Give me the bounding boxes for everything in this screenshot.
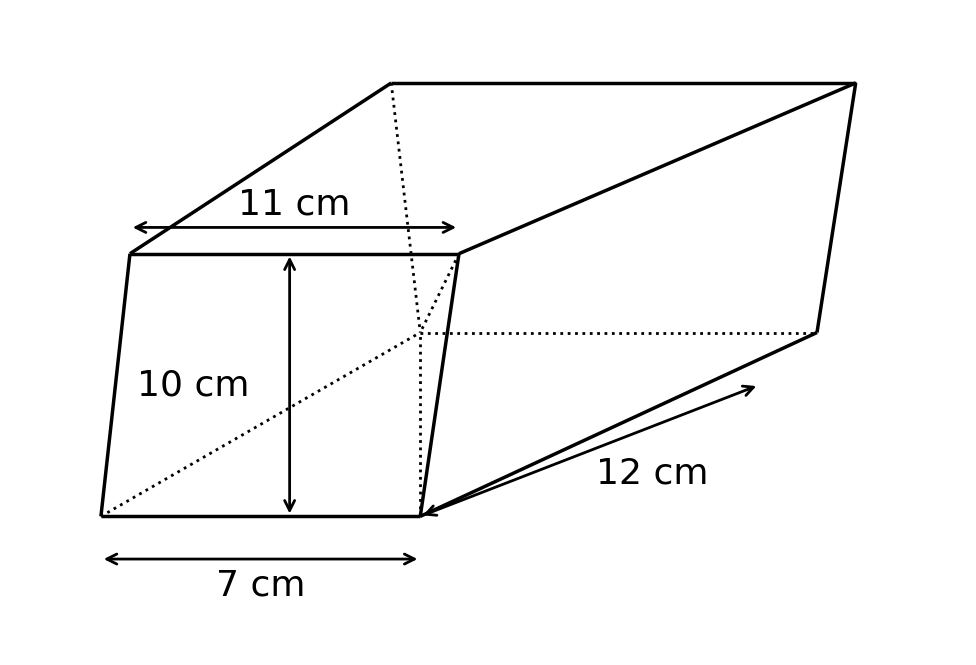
Text: 11 cm: 11 cm (238, 188, 350, 221)
Text: 7 cm: 7 cm (216, 569, 305, 602)
Text: 10 cm: 10 cm (137, 368, 249, 402)
Text: 12 cm: 12 cm (596, 457, 709, 491)
